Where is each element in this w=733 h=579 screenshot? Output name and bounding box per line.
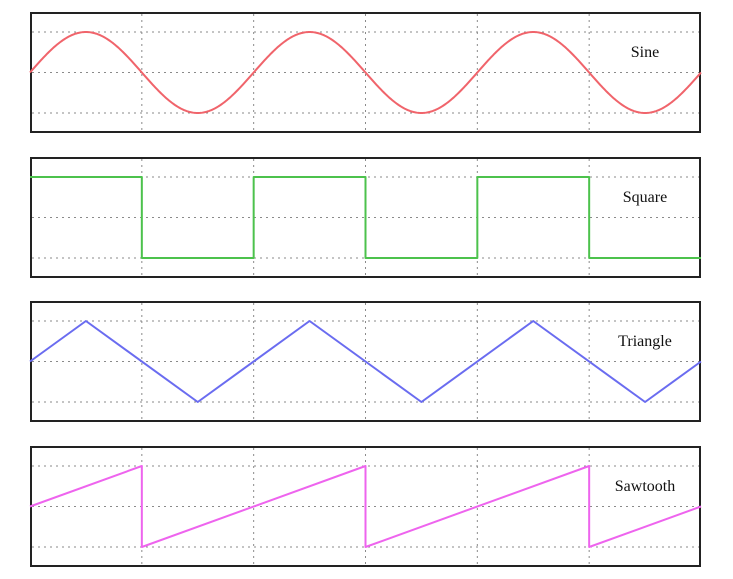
triangle-label: Triangle bbox=[618, 333, 672, 350]
sawtooth-label: Sawtooth bbox=[615, 478, 675, 495]
sine-panel: Sine bbox=[29, 12, 702, 133]
sine-grid bbox=[32, 14, 699, 131]
square-wave-line bbox=[30, 176, 701, 259]
square-chart: Square bbox=[30, 157, 701, 278]
sawtooth-wave-line bbox=[29, 465, 702, 548]
square-panel: Square bbox=[30, 157, 701, 278]
sawtooth-chart: Sawtooth bbox=[29, 446, 702, 567]
sawtooth-panel: Sawtooth bbox=[29, 446, 702, 567]
sine-label: Sine bbox=[631, 44, 659, 61]
triangle-chart: Triangle bbox=[29, 301, 702, 422]
triangle-panel: Triangle bbox=[29, 301, 702, 422]
sine-wave-line bbox=[29, 31, 702, 114]
square-label: Square bbox=[623, 189, 667, 206]
triangle-grid bbox=[32, 303, 699, 420]
triangle-wave-line bbox=[29, 320, 702, 403]
sine-chart: Sine bbox=[29, 12, 702, 133]
